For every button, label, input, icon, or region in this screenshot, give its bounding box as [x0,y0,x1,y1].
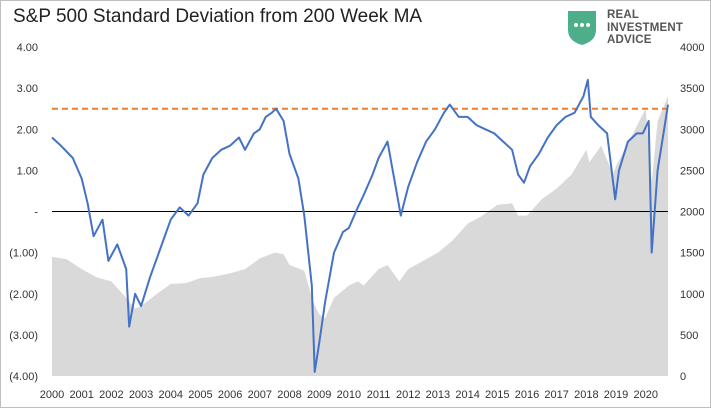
x-axis-tick-label: 2008 [277,389,301,401]
right-axis-tick-label: 3500 [680,83,704,95]
left-axis-tick-label: 4.00 [17,42,38,54]
x-axis-tick-label: 2014 [455,389,479,401]
left-axis-tick-label: (4.00) [9,371,38,383]
x-axis-tick-label: 2006 [218,389,242,401]
x-axis-tick-label: 2019 [604,389,628,401]
logo-wordmark: REAL INVESTMENT ADVICE [607,9,683,47]
brand-logo: REAL INVESTMENT ADVICE [565,8,705,48]
x-axis-tick-label: 2012 [396,389,420,401]
right-axis-tick-label: 2500 [680,165,704,177]
logo-line-1: REAL [607,9,640,21]
left-axis-tick-label: (2.00) [9,289,38,301]
deviation-line-layer [51,78,669,373]
x-axis-ticks: 2000 2001 2002 2003 2004 2005 2006 2007 2008 2009… [40,389,658,401]
right-axis-tick-label: 1500 [680,248,704,260]
x-axis-tick-label: 2018 [574,389,598,401]
x-axis-tick-label: 2007 [248,389,272,401]
x-axis-tick-label: 2009 [307,389,331,401]
x-axis-tick-label: 2015 [485,389,509,401]
price-area-layer [52,96,668,377]
left-axis-tick-label: (1.00) [9,248,38,260]
x-axis-tick-label: 2020 [633,389,657,401]
left-axis-tick-label: 1.00 [17,165,38,177]
x-axis-tick-label: 2001 [69,389,93,401]
shield-dots-icon [568,11,596,45]
reference-lines-layer [52,107,668,212]
x-axis-tick-label: 2016 [515,389,539,401]
price-area-series [52,96,668,377]
left-axis-tick-label: 2.00 [17,124,38,136]
left-axis-tick-label: (3.00) [9,330,38,342]
deviation-series-line [51,78,669,373]
logo-line-3: ADVICE [607,34,652,46]
left-axis-ticks: 4.00 3.00 2.00 1.00 - (1.00) (2.00) (3.00) (4.00… [9,42,38,383]
left-axis-tick-label: - [34,207,38,219]
x-axis-tick-label: 2003 [129,389,153,401]
right-axis-ticks: 4000 3500 3000 2500 2000 1500 1000 500 0 [680,42,704,383]
right-axis-tick-label: 2000 [680,207,704,219]
x-axis-tick-label: 2013 [426,389,450,401]
x-axis-tick-label: 2017 [544,389,568,401]
left-axis-tick-label: 3.00 [17,83,38,95]
x-axis-tick-label: 2010 [337,389,361,401]
x-axis-tick-label: 2002 [99,389,123,401]
logo-line-2: INVESTMENT [607,21,684,34]
right-axis-tick-label: 500 [680,330,698,342]
x-axis-tick-label: 2011 [367,389,391,401]
right-axis-tick-label: 0 [680,371,686,383]
right-axis-tick-label: 4000 [680,42,704,54]
x-axis-tick-label: 2004 [159,389,183,401]
x-axis-tick-label: 2000 [40,389,64,401]
chart-title: S&P 500 Standard Deviation from 200 Week… [13,6,423,27]
right-axis-tick-label: 3000 [680,124,704,136]
right-axis-tick-label: 1000 [680,289,704,301]
x-axis-tick-label: 2005 [188,389,212,401]
